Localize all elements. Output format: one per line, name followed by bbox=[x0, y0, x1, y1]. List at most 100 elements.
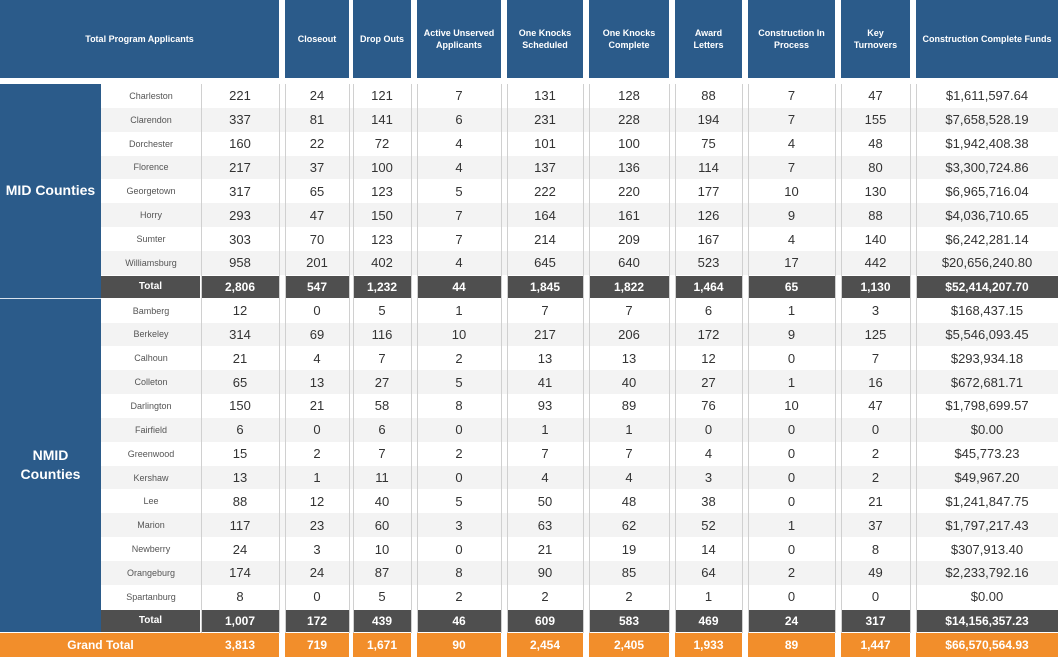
table-cell: 12 bbox=[701, 350, 716, 366]
total-cell: 2,806 bbox=[201, 275, 279, 298]
table-cell: 0 bbox=[704, 422, 713, 438]
column-header[interactable]: One Knocks Scheduled bbox=[507, 0, 583, 78]
table-cell: 2 bbox=[455, 446, 463, 462]
column-header[interactable]: Award Letters bbox=[675, 0, 742, 78]
grand-total-cell: 2,454 bbox=[507, 633, 583, 657]
table-cell: 1 bbox=[787, 374, 796, 390]
table-cell: 0 bbox=[787, 541, 796, 557]
table-cell: 314 bbox=[229, 326, 251, 342]
total-cell: 439 bbox=[353, 609, 411, 632]
column-header[interactable]: Active Unserved Applicants bbox=[417, 0, 501, 78]
table-cell: 3 bbox=[871, 303, 880, 319]
table-cell: 100 bbox=[371, 159, 393, 175]
county-name: Clarendon bbox=[130, 114, 172, 125]
table-cell: 2 bbox=[455, 589, 463, 605]
column-divider bbox=[916, 84, 917, 633]
table-cell: 27 bbox=[374, 374, 390, 390]
table-cell: $2,233,792.16 bbox=[945, 565, 1029, 581]
table-cell: 101 bbox=[534, 136, 556, 152]
total-cell: 469 bbox=[675, 609, 742, 632]
table-cell: 337 bbox=[229, 112, 251, 128]
table-cell: 76 bbox=[701, 398, 716, 414]
county-name: Kershaw bbox=[133, 472, 169, 483]
table-row bbox=[101, 370, 1058, 395]
column-divider bbox=[742, 84, 743, 633]
table-cell: 958 bbox=[229, 255, 251, 271]
table-row bbox=[101, 394, 1058, 418]
table-row bbox=[101, 179, 1058, 204]
table-cell: 136 bbox=[618, 159, 640, 175]
table-cell: 13 bbox=[621, 350, 637, 366]
table-cell: 88 bbox=[868, 207, 883, 223]
table-cell: 2 bbox=[541, 589, 549, 605]
column-divider bbox=[353, 84, 354, 633]
county-name: Charleston bbox=[129, 90, 173, 101]
table-cell: $1,942,408.38 bbox=[945, 136, 1029, 152]
grand-total-cell: 1,933 bbox=[675, 633, 742, 657]
county-name: Fairfield bbox=[134, 424, 167, 435]
column-divider bbox=[910, 84, 911, 633]
table-cell: 7 bbox=[455, 88, 463, 104]
column-header[interactable]: Construction In Process bbox=[748, 0, 835, 78]
total-cell: 24 bbox=[748, 609, 835, 632]
column-divider bbox=[279, 84, 280, 633]
total-cell: 44 bbox=[417, 275, 501, 298]
column-header[interactable]: Total Program Applicants bbox=[0, 0, 279, 78]
county-name: Marion bbox=[137, 520, 165, 531]
grand-total-cell: 3,813 bbox=[201, 633, 279, 657]
table-cell: 87 bbox=[374, 565, 390, 581]
table-cell: 114 bbox=[698, 159, 719, 175]
total-cell: 172 bbox=[285, 609, 349, 632]
column-header[interactable]: Drop Outs bbox=[353, 0, 411, 78]
table-cell: 14 bbox=[701, 541, 716, 557]
total-cell: 46 bbox=[417, 609, 501, 632]
column-divider bbox=[417, 84, 418, 633]
grand-total-cell: 2,405 bbox=[589, 633, 669, 657]
table-cell: 13 bbox=[537, 350, 553, 366]
column-header[interactable]: Construction Complete Funds bbox=[916, 0, 1058, 78]
table-cell: 24 bbox=[232, 541, 248, 557]
table-cell: 2 bbox=[871, 446, 880, 462]
table-cell: 150 bbox=[371, 207, 393, 223]
table-cell: 7 bbox=[625, 303, 633, 319]
total-cell: 1,845 bbox=[507, 275, 583, 298]
table-cell: 6 bbox=[236, 422, 244, 438]
table-cell: 645 bbox=[534, 255, 556, 271]
total-cell: 317 bbox=[841, 609, 910, 632]
table-cell: 150 bbox=[229, 398, 251, 414]
total-label: Total bbox=[101, 275, 200, 298]
table-cell: 1 bbox=[313, 470, 321, 486]
table-cell: 24 bbox=[309, 565, 325, 581]
total-cell: 65 bbox=[748, 275, 835, 298]
table-cell: $1,611,597.64 bbox=[945, 88, 1029, 104]
grand-total-cell: 90 bbox=[417, 633, 501, 657]
column-header[interactable]: Closeout bbox=[285, 0, 349, 78]
table-row bbox=[101, 441, 1058, 466]
column-header[interactable]: Key Turnovers bbox=[841, 0, 910, 78]
table-row bbox=[101, 489, 1058, 514]
table-cell: 201 bbox=[306, 255, 328, 271]
table-cell: 15 bbox=[232, 446, 248, 462]
table-cell: 293 bbox=[229, 207, 251, 223]
table-cell: 140 bbox=[864, 231, 887, 247]
column-divider bbox=[669, 84, 670, 633]
group-label: MID Counties bbox=[0, 84, 101, 298]
table-cell: 141 bbox=[371, 112, 393, 128]
table-cell: 0 bbox=[455, 422, 463, 438]
table-cell: 24 bbox=[309, 88, 325, 104]
table-cell: 0 bbox=[787, 422, 796, 438]
table-cell: 37 bbox=[868, 517, 883, 533]
table-cell: 303 bbox=[229, 231, 251, 247]
table-cell: 7 bbox=[378, 350, 386, 366]
table-cell: 8 bbox=[236, 589, 244, 605]
table-cell: 174 bbox=[229, 565, 251, 581]
table-cell: 228 bbox=[618, 112, 640, 128]
grand-total-cell: 89 bbox=[748, 633, 835, 657]
table-cell: $4,036,710.65 bbox=[945, 207, 1029, 223]
table-cell: 4 bbox=[455, 136, 463, 152]
table-cell: 88 bbox=[701, 88, 716, 104]
table-cell: 2 bbox=[625, 589, 633, 605]
column-divider bbox=[675, 84, 676, 633]
table-cell: $0.00 bbox=[970, 589, 1004, 605]
column-header[interactable]: One Knocks Complete bbox=[589, 0, 669, 78]
